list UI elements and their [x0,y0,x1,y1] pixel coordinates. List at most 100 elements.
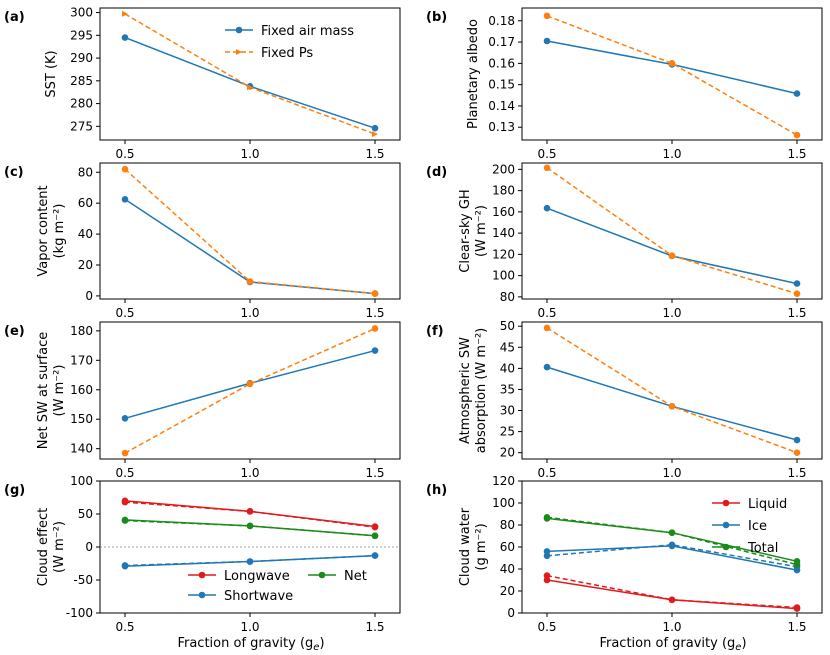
data-point [121,196,129,203]
y-tick-label: 0.14 [488,99,515,113]
data-point [793,90,801,97]
legend-label-2: Net [344,569,367,584]
data-point [543,164,551,172]
data-point [543,572,551,579]
legend-label-1: Ice [748,519,767,534]
x-tick-label: 1.0 [662,306,681,320]
x-tick-label: 0.5 [115,466,134,480]
y-axis-label: (kg m⁻²) [52,204,67,259]
series-line-1 [124,327,376,454]
y-tick-label: 60 [500,540,515,554]
data-point [371,523,379,531]
y-tick-label: 20 [500,584,515,598]
panel-g: (g) Cloud effect (W m⁻²) -100 -50 0 50 100 0.5 1.… [4,474,401,634]
x-tick-label: 1.5 [365,466,384,480]
y-tick-label: 30 [500,404,515,418]
data-point [543,552,551,560]
x-tick-label: 0.5 [115,620,134,634]
x-tick-label: 1.0 [662,466,681,480]
y-axis-label: absorption (W m⁻²) [474,328,489,453]
y-tick-label: 25 [500,425,515,439]
x-axis-title-right: Fraction of gravity (ge) [599,636,746,653]
x-tick-label: 1.5 [787,620,806,634]
y-tick-label: 180 [70,324,93,338]
data-point [122,10,128,17]
data-point [543,37,551,45]
y-axis-label: Clear-sky GH [458,189,473,272]
legend: Longwave Shortwave Net [188,569,367,604]
y-tick-label: 20 [78,258,93,272]
y-tick-label: 160 [492,205,515,219]
data-point [543,12,551,20]
plot-frame [521,7,823,141]
legend-marker [198,571,206,579]
y-tick-label: 285 [70,74,93,88]
x-axis-title-left: Fraction of gravity (ge) [177,636,324,653]
x-tick-label: 0.5 [537,147,556,161]
y-tick-label: 120 [492,247,515,261]
y-tick-label: 275 [70,119,93,133]
y-tick-label: 100 [70,474,93,488]
data-point [668,596,676,604]
x-tick-label: 1.5 [787,306,806,320]
y-tick-label: 0.18 [488,14,515,28]
x-tick-label: 1.0 [240,306,259,320]
data-point [246,380,254,388]
x-tick-label: 1.0 [662,147,681,161]
legend-label-0: Liquid [748,497,787,512]
data-point [793,280,801,287]
y-tick-label: 100 [492,496,515,510]
data-point [247,84,253,91]
x-tick-label: 0.5 [537,620,556,634]
y-tick-label: 0.13 [488,120,515,134]
panel-e: (e) Net SW at surface (W m⁻²) 140 150 160 170 1… [4,321,401,480]
y-axis-label: Cloud effect [36,508,51,586]
panel-label: (g) [4,483,25,498]
data-point [121,34,129,41]
y-tick-label: 40 [500,361,515,375]
data-point [372,131,378,138]
data-point [121,165,129,173]
y-tick-label: 40 [78,227,93,241]
series-line-1 [546,15,798,136]
y-axis-label: Vapor content [36,185,51,276]
y-tick-label: 170 [70,353,93,367]
legend-marker [236,49,242,55]
data-point [121,415,129,422]
y-tick-label: 290 [70,51,93,65]
y-tick-label: 180 [492,184,515,198]
y-tick-label: 50 [500,319,515,333]
y-tick-label: 280 [70,97,93,111]
y-tick-label: 40 [500,562,515,576]
data-point [121,498,129,506]
legend-marker [235,26,243,34]
x-tick-label: 1.0 [240,147,259,161]
legend-label-2: Total [747,541,778,556]
x-tick-label: 1.0 [240,466,259,480]
x-tick-label: 1.5 [365,306,384,320]
y-tick-label: 35 [500,382,515,396]
legend-label-1: Shortwave [224,589,293,604]
data-point [543,363,551,371]
series-line-0 [546,207,798,285]
data-point [371,325,379,332]
legend-label-1: Fixed Ps [261,46,313,61]
x-tick-label: 0.5 [537,466,556,480]
series-line-5 [124,519,376,537]
y-tick-label: 45 [500,340,515,354]
y-tick-label: 100 [492,269,515,283]
series-line-5 [546,516,798,566]
series-line-0 [124,36,376,129]
data-point [668,541,676,549]
series-line-3 [124,554,376,567]
data-point [543,514,551,521]
y-tick-label: -100 [66,606,93,620]
y-axis-label: Net SW at surface [36,332,51,449]
data-point [793,290,801,297]
x-tick-label: 0.5 [537,306,556,320]
panel-d: (d) Clear-sky GH (W m⁻²) 80 100 120 140 160 180 2… [426,162,823,320]
data-point [246,558,254,565]
legend: Liquid Ice Total [712,497,787,556]
y-tick-label: 60 [78,196,93,210]
